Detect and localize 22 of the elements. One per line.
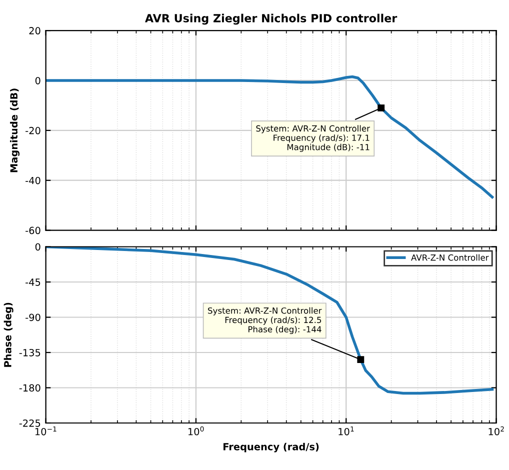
y-tick-label: 0 — [35, 76, 40, 84]
annotation: System: AVR-Z-N Controller Frequency (rad/s): 12.5 Phase (deg): -144 — [208, 307, 322, 334]
annotation: System: AVR-Z-N Controller Frequency (rad/s): 17.1 Magnitude (dB): -11 — [256, 125, 370, 152]
y-tick-label: -20 — [26, 126, 40, 134]
x-axis-title: Frequency (rad/s) — [224, 442, 319, 452]
y-tick-label: -40 — [26, 176, 40, 184]
y-axis-title: Magnitude (dB) — [10, 88, 20, 172]
y-tick-label: -135 — [19, 348, 40, 356]
x-tick-label: 10$^{−1}$ — [35, 426, 56, 436]
x-tick-label: 10$^{2}$ — [488, 426, 504, 436]
y-tick-label: 20 — [29, 27, 40, 34]
y-tick-label: -45 — [26, 278, 40, 286]
y-axis-title: Phase (deg) — [4, 302, 14, 367]
y-tick-label: -180 — [19, 384, 40, 392]
y-tick-label: -90 — [26, 314, 40, 322]
x-tick-label: 10$^{0}$ — [188, 426, 204, 436]
y-tick-label: 0 — [35, 243, 40, 251]
y-tick-label: -225 — [19, 419, 40, 427]
y-tick-label: -60 — [26, 226, 40, 234]
legend-label: AVR-Z-N Controller — [411, 254, 489, 261]
x-tick-label: 10$^{1}$ — [338, 426, 354, 436]
chart-title: AVR Using Ziegler Nichols PID controller — [145, 14, 398, 25]
